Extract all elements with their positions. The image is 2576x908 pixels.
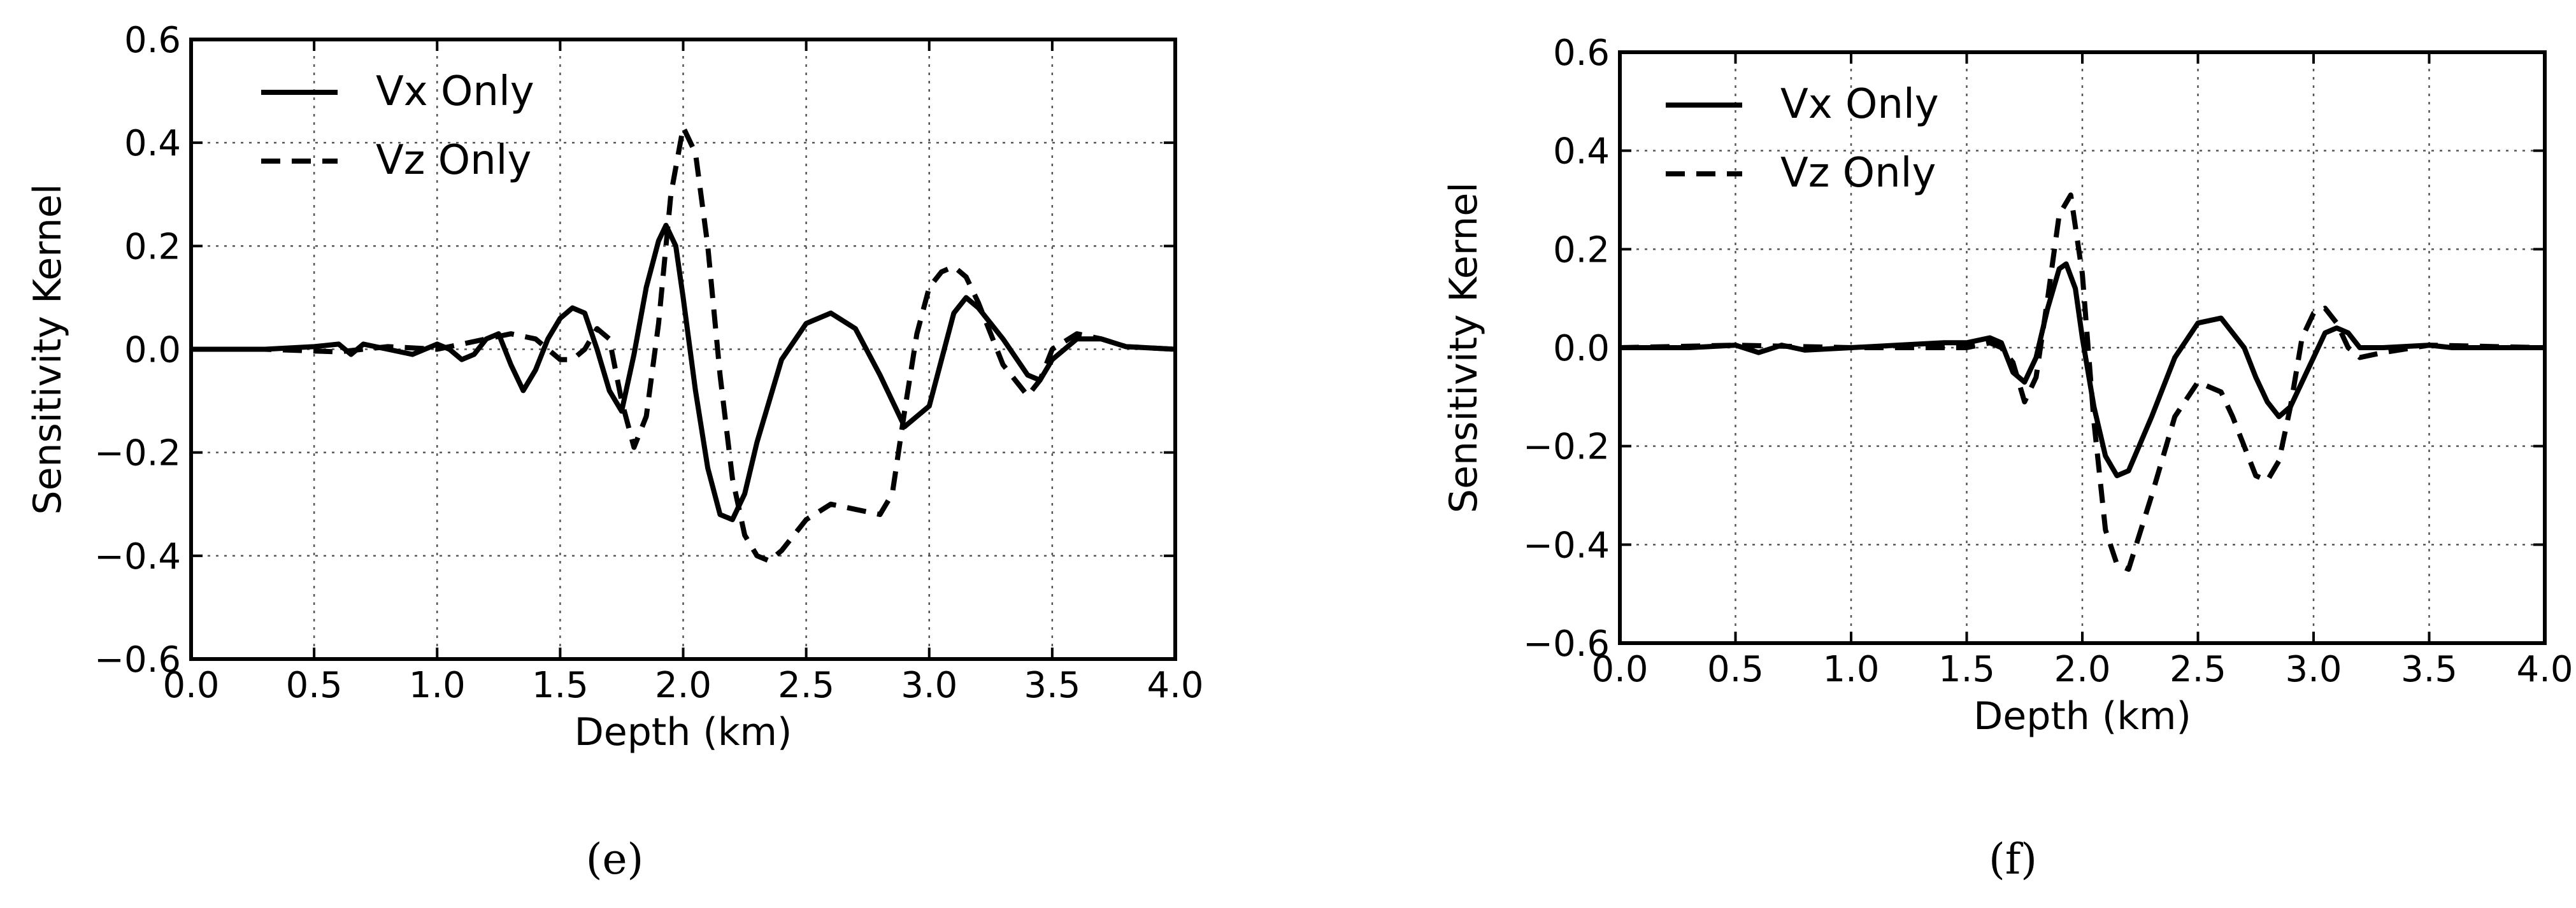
x-tick-label: 2.0 <box>2054 649 2110 690</box>
y-tick-label: −0.2 <box>94 433 181 474</box>
chart-panel-f: 0.0 0.5 1.0 1.5 2.0 2.5 3.0 3.5 4.00.60.40.20.0−… <box>1442 32 2573 884</box>
panel-caption: (f) <box>1989 835 2037 884</box>
chart-panel-e: 0.0 0.5 1.0 1.5 2.0 2.5 3.0 3.5 4.00.60.40.20.0−… <box>25 20 1204 884</box>
y-tick-label: 0.0 <box>124 330 181 371</box>
x-tick-label: 4.0 <box>2516 649 2573 690</box>
y-tick-label: −0.6 <box>1523 623 1610 665</box>
y-tick-label: −0.4 <box>94 536 181 578</box>
x-tick-label: 1.5 <box>1938 649 1995 690</box>
legend-label: Vx Only <box>376 68 534 115</box>
x-tick-label: 1.0 <box>1822 649 1879 690</box>
x-tick-label: 3.5 <box>1024 665 1080 706</box>
x-axis-label: Depth (km) <box>1973 694 2191 739</box>
x-tick-label: 4.0 <box>1147 665 1203 706</box>
x-tick-label: 2.5 <box>2170 649 2226 690</box>
legend-label: Vz Only <box>1780 150 1936 197</box>
legend: Vx Only Vz Only <box>261 68 534 184</box>
y-tick-label: 0.6 <box>1553 32 1610 74</box>
y-tick-label: 0.4 <box>1553 131 1610 173</box>
series-line-vz <box>1619 192 2545 572</box>
y-tick-label: 0.6 <box>124 20 181 61</box>
x-tick-label: 1.5 <box>532 665 589 706</box>
y-tick-label: 0.0 <box>1553 328 1610 369</box>
panel-caption: (e) <box>586 835 644 884</box>
x-tick-label: 3.5 <box>2401 649 2458 690</box>
x-axis-label: Depth (km) <box>575 710 792 755</box>
legend-label: Vx Only <box>1780 81 1939 128</box>
series-line-vz <box>191 124 1176 564</box>
x-tick-label: 2.0 <box>655 665 712 706</box>
y-tick-label: 0.4 <box>124 123 181 164</box>
x-tick-label: 2.5 <box>778 665 834 706</box>
x-tick-label: 0.0 <box>1591 649 1648 690</box>
y-tick-label: −0.4 <box>1523 525 1610 566</box>
x-tick-label: 0.5 <box>286 665 343 706</box>
y-axis-label: Sensitivity Kernel <box>25 184 70 515</box>
legend: Vx Only Vz Only <box>1666 81 1939 197</box>
y-tick-label: −0.6 <box>94 639 181 681</box>
series-line-vx <box>1620 261 2545 479</box>
y-axis-label: Sensitivity Kernel <box>1442 182 1486 513</box>
y-tick-label: 0.2 <box>124 226 181 267</box>
x-tick-label: 3.0 <box>901 665 957 706</box>
x-tick-label: 1.0 <box>409 665 466 706</box>
x-tick-label: 3.0 <box>2285 649 2342 690</box>
y-tick-label: −0.2 <box>1523 427 1610 468</box>
y-tick-label: 0.2 <box>1553 229 1610 271</box>
x-tick-label: 0.5 <box>1707 649 1764 690</box>
legend-label: Vz Only <box>376 137 531 184</box>
x-tick-label: 0.0 <box>162 665 219 706</box>
